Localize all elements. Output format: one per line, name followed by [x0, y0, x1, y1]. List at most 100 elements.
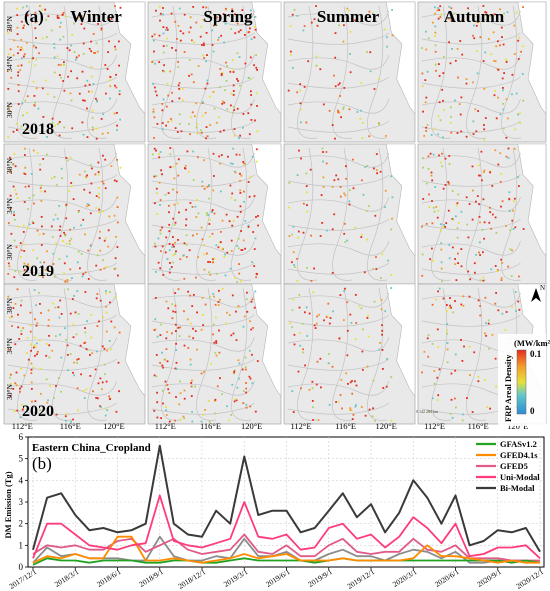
fire-point — [447, 209, 450, 212]
fire-point — [434, 50, 437, 53]
fire-point — [437, 290, 439, 293]
fire-point — [22, 231, 25, 233]
fire-point — [221, 247, 223, 250]
map-2018-autumn — [417, 1, 547, 143]
fire-point — [316, 315, 319, 318]
boundary-line — [7, 262, 118, 275]
fire-point — [187, 290, 189, 293]
fire-point — [434, 25, 437, 28]
fire-point — [34, 354, 36, 357]
fire-point — [168, 392, 171, 394]
fire-point — [442, 226, 445, 229]
season-labels: Winter Spring Summer Autumn — [70, 7, 505, 26]
fire-point — [160, 323, 162, 326]
fire-point — [185, 243, 188, 246]
boundary-line — [421, 218, 521, 231]
fire-point — [90, 336, 93, 339]
fire-point — [436, 376, 439, 379]
fire-point — [373, 88, 376, 90]
fire-point — [85, 388, 88, 391]
boundary-line — [17, 5, 38, 139]
fire-point — [446, 348, 449, 351]
fire-point — [16, 129, 18, 131]
x-tick-label: 2019/9/1 — [306, 567, 334, 589]
boundary-line — [7, 32, 118, 45]
fire-point — [55, 413, 58, 416]
fire-point — [254, 119, 256, 122]
fire-point — [249, 377, 252, 380]
fire-point — [83, 188, 86, 191]
fire-point — [511, 306, 513, 308]
fire-point — [180, 130, 183, 133]
fire-point — [178, 7, 181, 10]
fire-point — [59, 26, 61, 28]
fire-point — [438, 63, 440, 65]
fire-point — [362, 193, 365, 196]
fire-point — [51, 349, 54, 352]
fire-point — [489, 171, 491, 174]
fire-point — [73, 22, 75, 25]
fire-point — [331, 186, 334, 188]
fire-point — [201, 296, 204, 299]
fire-point — [360, 406, 363, 408]
fire-point — [69, 353, 72, 355]
sea-area — [251, 1, 282, 115]
fire-point — [482, 198, 485, 201]
fire-point — [97, 161, 100, 164]
fire-point — [32, 222, 35, 224]
fire-point — [359, 117, 362, 120]
fire-point — [386, 45, 388, 48]
fire-point — [179, 258, 182, 261]
fire-point — [343, 290, 346, 292]
fire-point — [199, 129, 202, 132]
fire-point — [192, 337, 195, 340]
fire-point — [21, 102, 24, 105]
fire-point — [306, 204, 308, 206]
fire-point — [215, 342, 218, 344]
fire-point — [197, 212, 200, 215]
boundary-line — [421, 98, 521, 114]
fire-point — [346, 239, 349, 242]
fire-point — [239, 134, 241, 137]
fire-point — [251, 155, 254, 158]
fire-point — [208, 184, 211, 186]
fire-point — [159, 19, 161, 22]
fire-point — [232, 220, 235, 222]
fire-point — [162, 45, 165, 47]
fire-point — [312, 419, 314, 421]
y-tick-label: 4 — [19, 475, 24, 485]
fire-point — [89, 18, 91, 21]
fire-point — [480, 150, 483, 153]
fire-point — [23, 55, 25, 58]
fire-point — [10, 373, 12, 376]
fire-point — [437, 115, 440, 118]
fire-point — [154, 202, 156, 205]
fire-point — [467, 270, 470, 273]
fire-point — [233, 128, 236, 130]
fire-point — [212, 258, 214, 261]
fire-point — [155, 375, 158, 378]
latitude-tick-label: 38°N — [5, 157, 14, 173]
fire-point — [306, 267, 308, 269]
fire-point — [109, 85, 112, 88]
fire-point — [7, 348, 10, 351]
fire-point — [366, 238, 369, 241]
fire-point — [114, 5, 116, 7]
fire-point — [502, 108, 505, 111]
fire-point — [182, 99, 184, 102]
boundary-line — [367, 147, 388, 281]
boundary-line — [17, 287, 38, 421]
fire-point — [456, 48, 459, 50]
fire-point — [308, 389, 311, 391]
fire-point — [177, 326, 180, 329]
x-tick-labels: 2017/12/1 2018/3/1 2018/6/1 2018/9/1 2018/12… — [7, 567, 545, 591]
fire-point — [179, 392, 182, 395]
fire-point — [95, 137, 98, 140]
fire-point — [47, 93, 49, 95]
fire-point — [22, 224, 25, 227]
fire-point — [346, 354, 349, 357]
fire-point — [56, 217, 59, 220]
fire-point — [436, 9, 439, 12]
fire-point — [62, 35, 65, 38]
fire-point — [71, 298, 74, 300]
